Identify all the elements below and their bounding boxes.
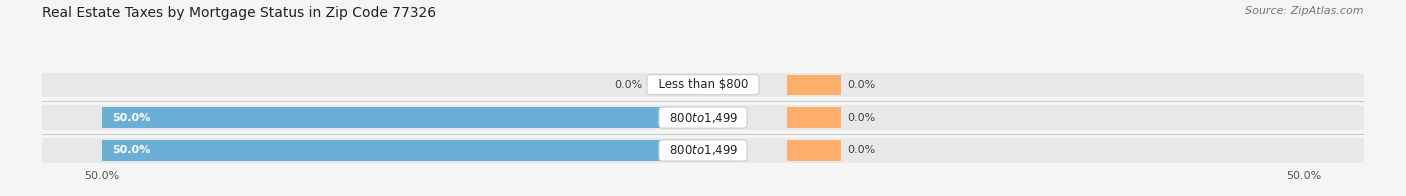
Bar [787,74,841,95]
Bar [650,74,703,95]
Bar [787,140,841,161]
Text: 50.0%: 50.0% [112,113,150,123]
Bar [103,107,703,128]
Text: 0.0%: 0.0% [614,80,643,90]
Text: Less than $800: Less than $800 [651,78,755,91]
Text: $800 to $1,499: $800 to $1,499 [662,111,744,125]
Bar [42,105,1364,130]
Text: Source: ZipAtlas.com: Source: ZipAtlas.com [1246,6,1364,16]
Text: 0.0%: 0.0% [848,80,876,90]
Text: $800 to $1,499: $800 to $1,499 [662,143,744,157]
Text: 0.0%: 0.0% [848,145,876,155]
Bar [42,73,1364,97]
Text: 0.0%: 0.0% [848,113,876,123]
Text: Real Estate Taxes by Mortgage Status in Zip Code 77326: Real Estate Taxes by Mortgage Status in … [42,6,436,20]
Bar [103,140,703,161]
Bar [42,138,1364,163]
Text: 50.0%: 50.0% [112,145,150,155]
Bar [787,107,841,128]
